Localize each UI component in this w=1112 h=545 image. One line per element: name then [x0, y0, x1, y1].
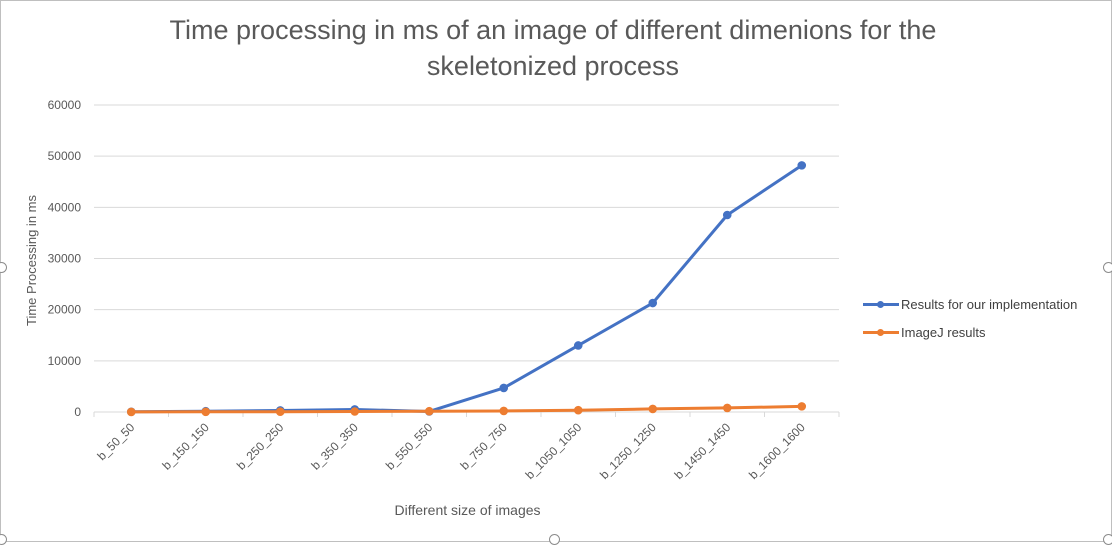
y-tick-label: 20000	[48, 303, 82, 317]
legend-swatch-series-2	[863, 322, 899, 342]
x-tick-label: b_1600_1600	[746, 420, 808, 482]
data-point-series-2	[350, 407, 360, 416]
legend-label-series-1: Results for our implementation	[901, 296, 1078, 312]
data-point-series-1	[499, 383, 509, 393]
data-point-series-2	[275, 407, 285, 416]
x-tick-label: b_150_150	[159, 420, 212, 473]
legend-item-series-2: ImageJ results	[863, 318, 1077, 346]
y-tick-label: 50000	[48, 149, 82, 163]
data-point-series-1	[722, 210, 732, 220]
x-tick-label: b_350_350	[308, 420, 361, 473]
legend-item-series-1: Results for our implementation	[863, 290, 1077, 318]
series-line-1	[129, 163, 804, 414]
resize-handle-bottom[interactable]	[549, 534, 560, 545]
x-tick-label: b_250_250	[234, 420, 287, 473]
resize-handle-right[interactable]	[1103, 262, 1112, 273]
data-point-series-2	[201, 407, 211, 417]
y-axis-title: Time Processing in ms	[24, 195, 39, 326]
y-tick-label: 10000	[48, 354, 82, 368]
resize-handle-bottom-right[interactable]	[1103, 534, 1112, 545]
y-tick-label: 60000	[48, 98, 82, 112]
x-tick-label: b_550_550	[383, 420, 436, 473]
data-point-series-1	[797, 161, 807, 170]
data-point-series-2	[722, 403, 732, 413]
legend-swatch-series-1	[863, 294, 899, 314]
legend: Results for our implementation ImageJ re…	[863, 290, 1077, 346]
x-tick-label: b_50_50	[94, 420, 137, 463]
data-point-series-1	[648, 298, 658, 308]
data-point-series-1	[573, 341, 583, 350]
x-tick-label: b_1050_1050	[523, 420, 585, 482]
x-tick-label: b_1450_1450	[672, 420, 734, 482]
chart-title-line-2: skeletonized process	[426, 51, 680, 81]
data-point-series-2	[424, 406, 434, 416]
y-tick-label: 40000	[48, 200, 82, 214]
data-point-series-2	[499, 406, 509, 416]
y-tick-label: 0	[74, 405, 81, 419]
x-axis-title: Different size of images	[394, 502, 540, 518]
legend-label-series-2: ImageJ results	[901, 324, 986, 340]
data-point-series-2	[126, 407, 136, 417]
data-point-series-2	[648, 404, 658, 414]
resize-handle-bottom-left[interactable]	[0, 534, 7, 545]
resize-handle-left[interactable]	[0, 262, 7, 273]
data-point-series-2	[573, 405, 583, 415]
chart-title-line-1: Time processing in ms of an image of dif…	[169, 15, 937, 45]
series-line-2	[129, 404, 804, 414]
y-tick-label: 30000	[48, 252, 82, 266]
x-tick-label: b_750_750	[457, 420, 510, 473]
data-point-series-2	[797, 402, 807, 411]
x-tick-label: b_1250_1250	[597, 420, 659, 482]
